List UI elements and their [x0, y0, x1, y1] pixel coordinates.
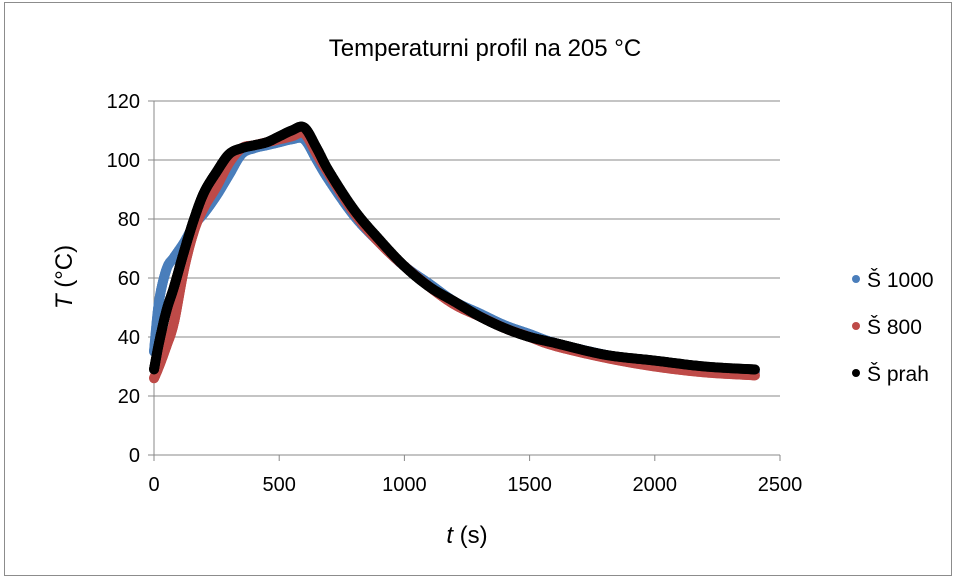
- legend-marker: [852, 369, 860, 377]
- x-axis-label-var: t: [446, 522, 454, 549]
- y-tick-label: 60: [118, 268, 140, 290]
- legend-label: Š prah: [867, 363, 929, 386]
- y-axis-label-var: T: [51, 292, 78, 309]
- y-tick-label: 120: [107, 91, 140, 113]
- legend-label: Š 1000: [867, 269, 934, 292]
- y-tick-label: 80: [118, 209, 140, 231]
- y-tick-label: 0: [129, 445, 140, 467]
- chart-title: Temperaturni profil na 205 °C: [329, 35, 641, 62]
- data-point: [749, 364, 760, 375]
- legend: Š 1000 Š 800 Š prah: [852, 269, 934, 386]
- axes: 0 20 40 60 80 100 120 0 500 1000 1500 2000 2500: [107, 91, 803, 496]
- y-axis-label-unit: (°C): [51, 245, 78, 295]
- legend-item-1: Š 800: [852, 316, 922, 339]
- x-axis-label: t (s): [446, 522, 487, 549]
- x-tick-label: 1000: [382, 474, 427, 496]
- legend-item-2: Š prah: [852, 363, 929, 386]
- y-tick-label: 40: [118, 327, 140, 349]
- legend-marker: [852, 275, 860, 283]
- y-tick-label: 100: [107, 150, 140, 172]
- y-axis-label: T (°C): [51, 245, 78, 309]
- x-tick-label: 2500: [758, 474, 803, 496]
- series-0: [149, 132, 760, 378]
- x-tick-label: 1500: [507, 474, 552, 496]
- plot-area: [149, 121, 760, 384]
- legend-label: Š 800: [867, 316, 922, 339]
- x-tick-label: 500: [263, 474, 296, 496]
- series-1: [149, 127, 760, 384]
- x-axis-label-unit: (s): [453, 522, 488, 549]
- y-tick-label: 20: [118, 386, 140, 408]
- legend-item-0: Š 1000: [852, 269, 934, 292]
- series-2: [149, 121, 760, 375]
- x-tick-label: 2000: [633, 474, 678, 496]
- grid-lines: [154, 100, 780, 397]
- x-tick-label: 0: [148, 474, 159, 496]
- legend-marker: [852, 322, 860, 330]
